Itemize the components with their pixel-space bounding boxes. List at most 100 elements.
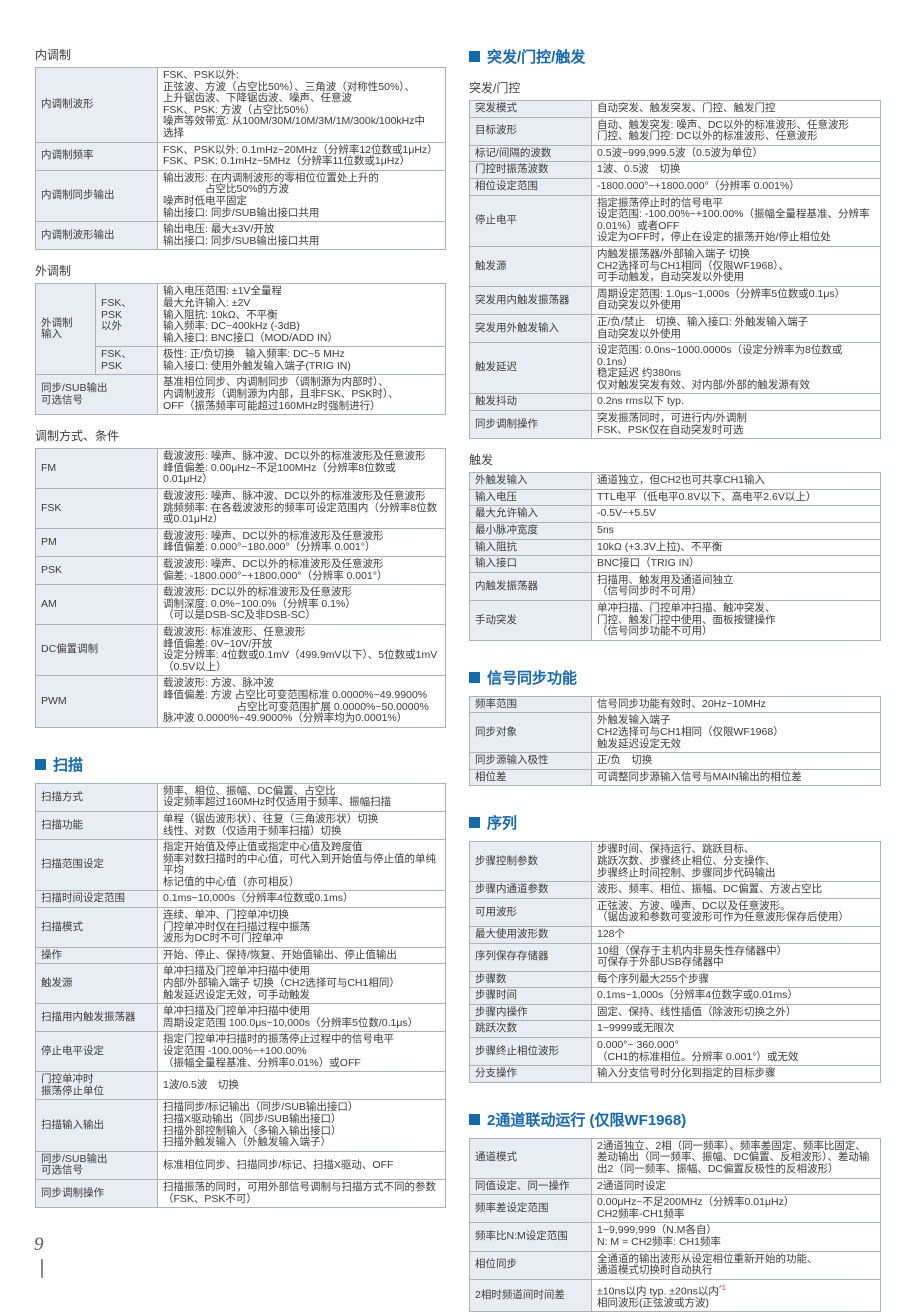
spec-row: 内调制波形 FSK、PSK以外: 正弦波、方波（占空比50%）、三角波（对称性50… bbox=[35, 67, 446, 143]
spec-item-value: 突发振荡同时，可进行内/外调制 FSK、PSK仅在自动突发时可选 bbox=[591, 410, 881, 440]
spec-item-label: 扫描范围设定 bbox=[35, 839, 158, 892]
spec-item-value: 频率、相位、振幅、DC偏置、占空比 设定频率超过160MHz时仅适用于频率、振幅… bbox=[157, 782, 446, 812]
spec-item-value: 波形、频率、相位、振幅、DC偏置、方波占空比 bbox=[591, 881, 881, 899]
section-bullet-icon bbox=[469, 671, 480, 683]
spec-item-value: 单程（锯齿波形状）、往复（三角波形状）切换 线性、对数（仅适用于频率扫描）切换 bbox=[157, 810, 446, 841]
spec-item-label: 扫描时间设定范围 bbox=[35, 890, 158, 909]
spec-row: 同步/SUB输出 可选信号 基准相位同步、内调制同步（调制源为内部时）、 内调制波… bbox=[35, 374, 446, 416]
spec-row: 可用波形 正弦波、方波、噪声、DC以及任意波形。 （锯齿波和参数可变波形可作为任意… bbox=[469, 897, 881, 927]
spec-item-value: 指定门控单冲扫描时的振荡停止过程中的信号电平 设定范围 -100.00%~+10… bbox=[157, 1031, 446, 1073]
spec-section: 序列步骤控制参数 步骤时间、保持运行、跳跃目标、 跳跃次数、步骤终止相位、分支操作… bbox=[469, 812, 881, 1083]
spec-item-label: 2相时频道间时间差 bbox=[469, 1278, 592, 1312]
spec-row: 内调制波形输出 输出电压: 最大±3V/开放 输出接口: 同步/SUB输出接口共用 bbox=[35, 221, 446, 251]
spec-row: 跳跃次数 1~9999或无限次 bbox=[469, 1020, 881, 1039]
spec-item-label: 相位差 bbox=[469, 768, 592, 787]
spec-row: 外调制 输入 FSK、PSK 以外 输入电压范围: ±1V全量程 最大允许输入: ±… bbox=[35, 283, 446, 376]
spec-row: 最大使用波形数 128个 bbox=[469, 925, 881, 944]
spec-item-label: 内调制频率 bbox=[35, 141, 158, 171]
section-heading: 序列 bbox=[469, 812, 881, 833]
spec-item-label: 内调制波形输出 bbox=[35, 221, 158, 251]
spec-item-label: 停止电平设定 bbox=[35, 1031, 158, 1073]
section-heading: 突发/门控/触发 bbox=[469, 46, 881, 67]
spec-item-value: -1800.000°~+1800.000°（分辨率 0.001%） bbox=[591, 177, 881, 196]
spec-section: 内调制内调制波形 FSK、PSK以外: 正弦波、方波（占空比50%）、三角波（对称… bbox=[35, 46, 446, 251]
spec-item-value: 2通道独立、2相（同一频率）、频率差固定、频率比固定、差动输出（同一频率、振幅、… bbox=[591, 1137, 881, 1179]
section-heading-label: 序列 bbox=[487, 815, 518, 833]
spec-item-value: 10组（保存于主机内非易失性存储器中） 可保存于外部USB存储器中 bbox=[591, 942, 881, 972]
spec-item-label: 同步源输入极性 bbox=[469, 752, 592, 770]
spec-item-label: 扫描方式 bbox=[35, 782, 158, 812]
spec-item-value: 基准相位同步、内调制同步（调制源为内部时）、 内调制波形（调制源为内部，且非FS… bbox=[157, 374, 446, 416]
spec-item-value: 0.1ms~1,000s（分辨率4位数字或0.01ms） bbox=[591, 987, 881, 1005]
spec-row: 突发模式 自动突发、触发突发、门控、触发门控 bbox=[469, 100, 881, 118]
spec-item-value: FSK、PSK以外: 正弦波、方波（占空比50%）、三角波（对称性50%）、 上… bbox=[157, 67, 446, 143]
spec-row: 同步调制操作 扫描振荡的同时，可用外部信号调制与扫描方式不同的参数 （FSK、PS… bbox=[35, 1178, 446, 1209]
spec-item-value: 设定范围: 0.0ns~1000.0000s（设定分辨率为8位数或0.1ns） … bbox=[591, 342, 881, 395]
spec-item-value: 1波/0.5波 切换 bbox=[157, 1071, 446, 1101]
spec-row: 内调制频率 FSK、PSK以外: 0.1mHz~20MHz（分辨率12位数或1μH… bbox=[35, 141, 446, 171]
spec-item-label: AM bbox=[35, 584, 158, 625]
spec-row: 突发用内触发振荡器 周期设定范围: 1.0μs~1,000s（分辨率5位数或0.1… bbox=[469, 285, 881, 315]
section-heading-label: 扫描 bbox=[53, 756, 84, 774]
spec-item-label: 频率范围 bbox=[469, 695, 592, 714]
section-heading: 2通道联动运行 (仅限WF1968) bbox=[469, 1109, 881, 1130]
spec-row: FM 载波波形: 噪声、脉冲波、DC以外的标准波形及任意波形 峰值偏差: 0.00… bbox=[35, 448, 446, 490]
spec-row: 分支操作 输入分支信号时分化到指定的目标步骤 bbox=[469, 1065, 881, 1083]
subsection-heading: 触发 bbox=[469, 453, 494, 468]
spec-item-label: 输入接口 bbox=[469, 555, 592, 573]
section-bullet-icon bbox=[469, 1113, 480, 1125]
spec-item-value: 通道独立，但CH2也可共享CH1输入 bbox=[591, 472, 881, 490]
spec-item-value: 外触发输入端子 CH2选择可与CH1相同（仅限WF1968） 触发延迟设定无效 bbox=[591, 712, 881, 754]
spec-item-label: 扫描用内触发振荡器 bbox=[35, 1003, 158, 1033]
subsection-heading: 调制方式、条件 bbox=[35, 429, 120, 444]
spec-item-value: 0.2ns rms以下 typ. bbox=[591, 393, 881, 412]
spec-item-label: 停止电平 bbox=[469, 194, 592, 247]
spec-item-value: 输出波形: 在内调制波形的零相位位置处上升的 占空比50%的方波 噪声时低电平固… bbox=[157, 169, 446, 223]
subsection-heading: 突发/门控 bbox=[469, 81, 521, 95]
spec-item-label: 突发用外触发输入 bbox=[469, 313, 592, 344]
spec-item-label: DC偏置调制 bbox=[35, 623, 158, 677]
spec-item-value: FSK、PSK以外: 0.1mHz~20MHz（分辨率12位数或1μHz） FS… bbox=[157, 141, 446, 171]
spec-item-label: 输入阻抗 bbox=[469, 538, 592, 557]
spec-row: PSK 载波波形: 噪声、DC以外的标准波形及任意波形 偏差: -1800.000… bbox=[35, 555, 446, 586]
section-heading: 扫描 bbox=[35, 754, 446, 775]
spec-row: 停止电平 指定振荡停止时的信号电平 设定范围: -100.00%~+100.00%… bbox=[469, 194, 881, 247]
subsection-heading: 外调制 bbox=[35, 264, 72, 279]
spec-table: 通道模式 2通道独立、2相（同一频率）、频率差固定、频率比固定、差动输出（同一频率… bbox=[469, 1137, 881, 1312]
spec-item-value: 0.000°~ 360.000° （CH1的标准相位。分辨率 0.001°）或无… bbox=[591, 1037, 881, 1067]
spec-row: 最大允许输入 -0.5V~+5.5V bbox=[469, 505, 881, 524]
spec-row: FSK、PSK 极性: 正/负切换 输入频率: DC~5 MHz 输入接口: 使用… bbox=[36, 346, 446, 376]
spec-item-label: PWM bbox=[35, 675, 158, 728]
spec-item-label: 同步对象 bbox=[469, 712, 592, 754]
spec-table-nested: 外调制 输入 FSK、PSK 以外 输入电压范围: ±1V全量程 最大允许输入: ±… bbox=[35, 283, 446, 416]
spec-row: 通道模式 2通道独立、2相（同一频率）、频率差固定、频率比固定、差动输出（同一频率… bbox=[469, 1137, 881, 1179]
spec-item-value: 10kΩ (+3.3V上拉)、不平衡 bbox=[591, 538, 881, 557]
spec-item-value: 自动突发、触发突发、门控、触发门控 bbox=[591, 100, 881, 118]
spec-item-label: 步骤内操作 bbox=[469, 1003, 592, 1022]
spec-item-value: -0.5V~+5.5V bbox=[591, 505, 881, 524]
spec-item-value: 0.5波~999,999.5波（0.5波为单位） bbox=[591, 144, 881, 163]
spec-item-value: 每个序列最大255个步骤 bbox=[591, 970, 881, 989]
spec-item-label: 最大使用波形数 bbox=[469, 925, 592, 944]
spec-item-label: 分支操作 bbox=[469, 1065, 592, 1083]
spec-table: 突发模式 自动突发、触发突发、门控、触发门控 目标波形 自动、触发突发: 噪声、DC以… bbox=[469, 100, 881, 440]
spec-item-label: 步骤数 bbox=[469, 970, 592, 989]
section-bullet-icon bbox=[35, 758, 46, 770]
spec-item-label: 门控时振荡波数 bbox=[469, 161, 592, 179]
spec-item-value: 连续、单冲、门控单冲切换 门控单冲时仅在扫描过程中振荡 波形为DC时不可门控单冲 bbox=[157, 907, 446, 948]
spec-item-value: ±10ns以内 typ. ±20ns以内*1 相同波形(正弦波或方波) bbox=[591, 1278, 881, 1312]
spec-row: 序列保存存储器 10组（保存于主机内非易失性存储器中） 可保存于外部USB存储器中 bbox=[469, 942, 881, 972]
spec-item-label: 相位同步 bbox=[469, 1250, 592, 1280]
spec-row: 步骤控制参数 步骤时间、保持运行、跳跃目标、 跳跃次数、步骤终止相位、分支操作、 … bbox=[469, 841, 881, 883]
subsection-heading: 内调制 bbox=[35, 48, 72, 62]
spec-item-value: 0.00μHz~不足200MHz（分辨率0.01μHz） CH2频率-CH1频率 bbox=[591, 1194, 881, 1224]
spec-item-label: 触发延迟 bbox=[469, 342, 592, 395]
spec-table: 频率范围 信号同步功能有效时、20Hz~10MHz 同步对象 外触发输入端子 CH2选… bbox=[469, 695, 881, 787]
spec-table: 步骤控制参数 步骤时间、保持运行、跳跃目标、 跳跃次数、步骤终止相位、分支操作、 … bbox=[469, 841, 881, 1083]
section-bullet-icon bbox=[469, 51, 480, 62]
spec-item-label: 突发模式 bbox=[469, 100, 592, 118]
spec-item-label: 扫描输入输出 bbox=[35, 1099, 158, 1152]
spec-table: 扫描方式 频率、相位、振幅、DC偏置、占空比 设定频率超过160MHz时仅适用于频… bbox=[35, 782, 446, 1209]
spec-row: 2相时频道间时间差 ±10ns以内 typ. ±20ns以内*1 相同波形(正弦波或… bbox=[469, 1278, 881, 1312]
spec-item-value: 单冲扫描及门控单冲扫描中使用 周期设定范围 100.0μs~10,000s（分辨… bbox=[157, 1003, 446, 1033]
